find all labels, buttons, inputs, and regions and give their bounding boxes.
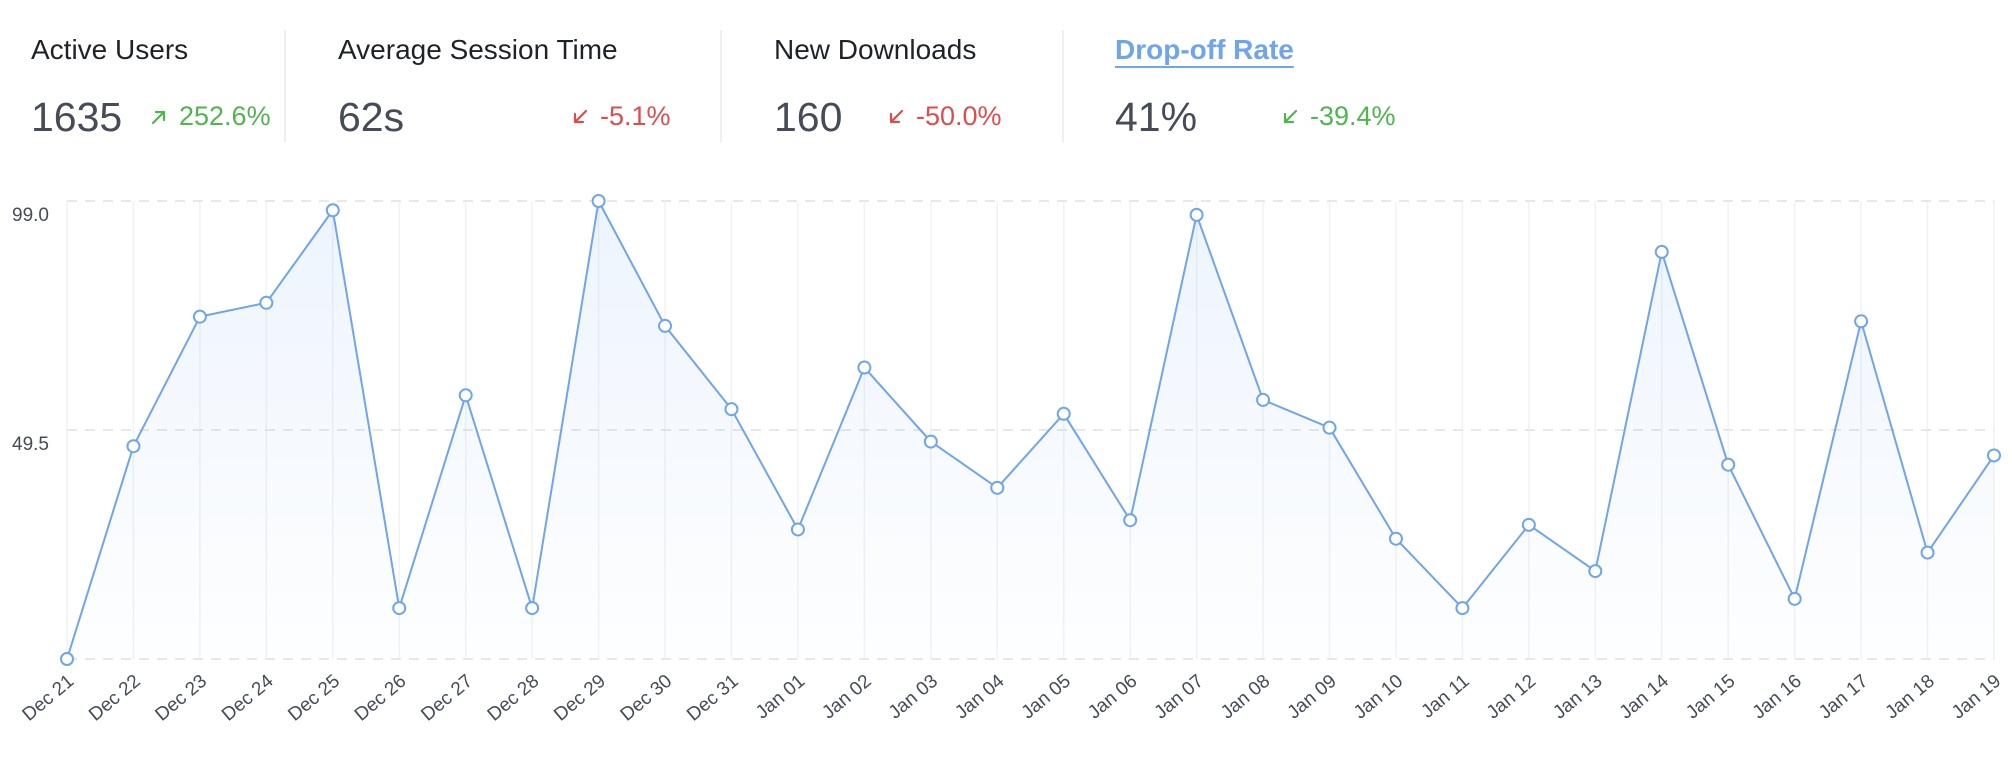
arrow-down-left-icon [889, 109, 904, 123]
stat-value: 62s [338, 94, 405, 140]
arrow-down-left-icon [573, 109, 588, 123]
data-point[interactable] [658, 318, 673, 333]
x-tick-label: Dec 21 [19, 671, 79, 726]
data-point[interactable] [192, 309, 207, 324]
x-tick-label: Jan 04 [951, 670, 1009, 723]
x-tick-label: Dec 22 [85, 671, 145, 726]
x-tick-label: Jan 12 [1483, 671, 1540, 724]
x-tick-label: Jan 16 [1749, 671, 1806, 724]
data-point[interactable] [458, 388, 473, 403]
data-point[interactable] [990, 480, 1005, 495]
x-tick-label: Jan 08 [1217, 671, 1274, 724]
x-tick-label: Jan 01 [752, 671, 809, 724]
data-point[interactable] [790, 522, 805, 537]
stat-change-value: -5.1% [600, 101, 671, 131]
stat-drop-off-rate[interactable]: Drop-off Rate 41% -39.4% [1115, 0, 1445, 150]
data-point[interactable] [1455, 601, 1470, 616]
stat-value: 160 [774, 94, 843, 140]
x-tick-label: Dec 30 [617, 671, 677, 726]
x-tick-label: Jan 05 [1018, 671, 1075, 724]
stat-change: -50.0% [886, 101, 1002, 132]
y-tick-label: 99.0 [12, 205, 49, 226]
stat-label: Drop-off Rate [1115, 34, 1294, 65]
data-point[interactable] [1854, 314, 1869, 329]
data-point[interactable] [857, 360, 872, 375]
data-point[interactable] [1721, 457, 1736, 472]
data-point[interactable] [1388, 531, 1403, 546]
data-points [60, 194, 2001, 666]
arrow-up-right-icon [151, 110, 166, 124]
x-tick-label: Jan 03 [885, 671, 942, 724]
x-tick-label: Jan 02 [818, 671, 875, 724]
data-point[interactable] [591, 194, 606, 208]
stat-new-downloads[interactable]: New Downloads 160 -50.0% [774, 0, 1074, 150]
x-tick-label: Jan 10 [1350, 671, 1407, 724]
x-tick-label: Jan 18 [1882, 671, 1939, 724]
stat-value: 1635 [31, 94, 123, 140]
area-path [67, 201, 1994, 659]
stat-label: Active Users [31, 34, 189, 65]
data-point[interactable] [1654, 244, 1669, 259]
stat-change-value: -39.4% [1310, 101, 1396, 131]
stat-change: -39.4% [1280, 101, 1396, 132]
stat-divider [720, 30, 722, 142]
area-fill [67, 201, 1994, 659]
x-tick-label: Jan 09 [1284, 671, 1341, 724]
x-tick-label: Jan 17 [1815, 671, 1872, 724]
line-chart: 99.049.5 Dec 21 Dec 22 Dec 23 Dec 24 Dec 25 D… [12, 194, 2006, 726]
data-point[interactable] [525, 601, 540, 616]
line-path [66, 200, 1995, 660]
stat-divider [1062, 30, 1064, 142]
x-axis: Dec 21 Dec 22 Dec 23 Dec 24 Dec 25 Dec 26 Dec … [19, 670, 2006, 725]
y-axis: 99.0 49.5 [12, 205, 49, 455]
data-point[interactable] [1189, 207, 1204, 222]
stat-average-session-time[interactable]: Average Session Time 62s -5.1% [338, 0, 688, 150]
x-tick-label: Dec 27 [417, 671, 477, 726]
stat-label: New Downloads [774, 34, 977, 65]
x-tick-label: Dec 23 [151, 671, 211, 726]
data-point[interactable] [1256, 392, 1271, 407]
stat-change-value: 252.6% [179, 101, 271, 131]
data-point[interactable] [126, 439, 141, 454]
y-tick-label: 49.5 [12, 434, 49, 455]
x-tick-label: Dec 24 [218, 670, 278, 725]
stat-label: Average Session Time [338, 34, 618, 65]
stat-change-value: -50.0% [916, 101, 1002, 131]
data-point[interactable] [259, 295, 274, 310]
x-tick-label: Dec 31 [683, 671, 743, 726]
data-point[interactable] [60, 652, 74, 666]
x-tick-label: Dec 29 [550, 671, 610, 726]
stats-bar: Active Users 1635 252.6% Average Session… [0, 0, 2012, 150]
series-line [66, 200, 1995, 660]
data-point[interactable] [392, 601, 407, 616]
stat-divider [284, 30, 286, 142]
stat-active-users[interactable]: Active Users 1635 252.6% [31, 0, 281, 150]
x-tick-label: Jan 06 [1084, 671, 1141, 724]
x-tick-label: Jan 11 [1418, 671, 1474, 723]
data-point[interactable] [1920, 545, 1935, 560]
data-point[interactable] [1588, 564, 1603, 579]
data-point[interactable] [1056, 406, 1071, 421]
data-point[interactable] [1987, 448, 2001, 463]
x-tick-label: Jan 14 [1616, 670, 1674, 723]
x-tick-label: Dec 26 [351, 671, 411, 726]
data-point[interactable] [1322, 420, 1337, 435]
x-tick-label: Jan 15 [1682, 671, 1739, 724]
x-tick-label: Jan 13 [1549, 671, 1606, 724]
stat-change: -5.1% [570, 101, 671, 132]
x-tick-label: Jan 19 [1948, 671, 2005, 724]
data-point[interactable] [724, 402, 739, 417]
data-point[interactable] [1787, 591, 1802, 606]
stat-change: 252.6% [149, 101, 271, 132]
x-tick-label: Dec 28 [484, 671, 544, 726]
stat-value: 41% [1115, 94, 1198, 140]
x-tick-label: Dec 25 [284, 671, 344, 726]
x-tick-label: Jan 07 [1151, 671, 1208, 724]
data-point[interactable] [1521, 517, 1536, 532]
data-point[interactable] [923, 434, 938, 449]
data-point[interactable] [1123, 513, 1138, 528]
arrow-down-left-icon [1283, 109, 1298, 123]
data-point[interactable] [325, 203, 340, 218]
